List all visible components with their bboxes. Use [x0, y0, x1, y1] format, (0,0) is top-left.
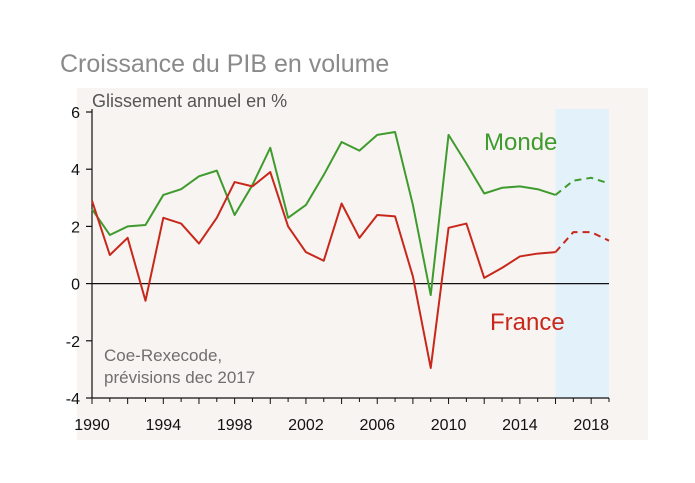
- series-line-monde: [91, 131, 556, 297]
- y-tick-label: 2: [71, 219, 80, 236]
- y-tick-label: -4: [66, 391, 80, 408]
- x-tick-label: 2006: [359, 417, 395, 434]
- x-tick-label: 2018: [573, 417, 609, 434]
- series-layer: [91, 131, 610, 369]
- series-label-monde: Monde: [484, 129, 557, 156]
- chart-subtitle: Glissement annuel en %: [92, 91, 287, 111]
- y-tick-label: 6: [71, 105, 80, 122]
- forecast-shading: [555, 109, 609, 398]
- axes: -4 -2 0 2 4 6 1990 1994 1998 2002 2006 2010 2014 2018: [66, 105, 610, 434]
- series-forecast-line-france: [554, 231, 610, 253]
- y-tick-label: 4: [71, 162, 80, 179]
- series-line-france: [91, 171, 556, 369]
- x-tick-label: 1998: [217, 417, 253, 434]
- x-tick-label: 2010: [431, 417, 467, 434]
- chart-title: Croissance du PIB en volume: [60, 50, 390, 78]
- source-note-line2: prévisions dec 2017: [104, 368, 255, 387]
- y-tick-label: -2: [66, 334, 80, 351]
- y-tick-label: 0: [71, 277, 80, 294]
- x-tick-label: 1990: [74, 417, 110, 434]
- x-tick-label: 2014: [502, 417, 538, 434]
- x-tick-label: 2002: [288, 417, 324, 434]
- series-label-france: France: [490, 309, 565, 336]
- source-note-line1: Coe-Rexecode,: [104, 346, 222, 365]
- x-tick-label: 1994: [146, 417, 182, 434]
- series-forecast-line-monde: [554, 176, 610, 196]
